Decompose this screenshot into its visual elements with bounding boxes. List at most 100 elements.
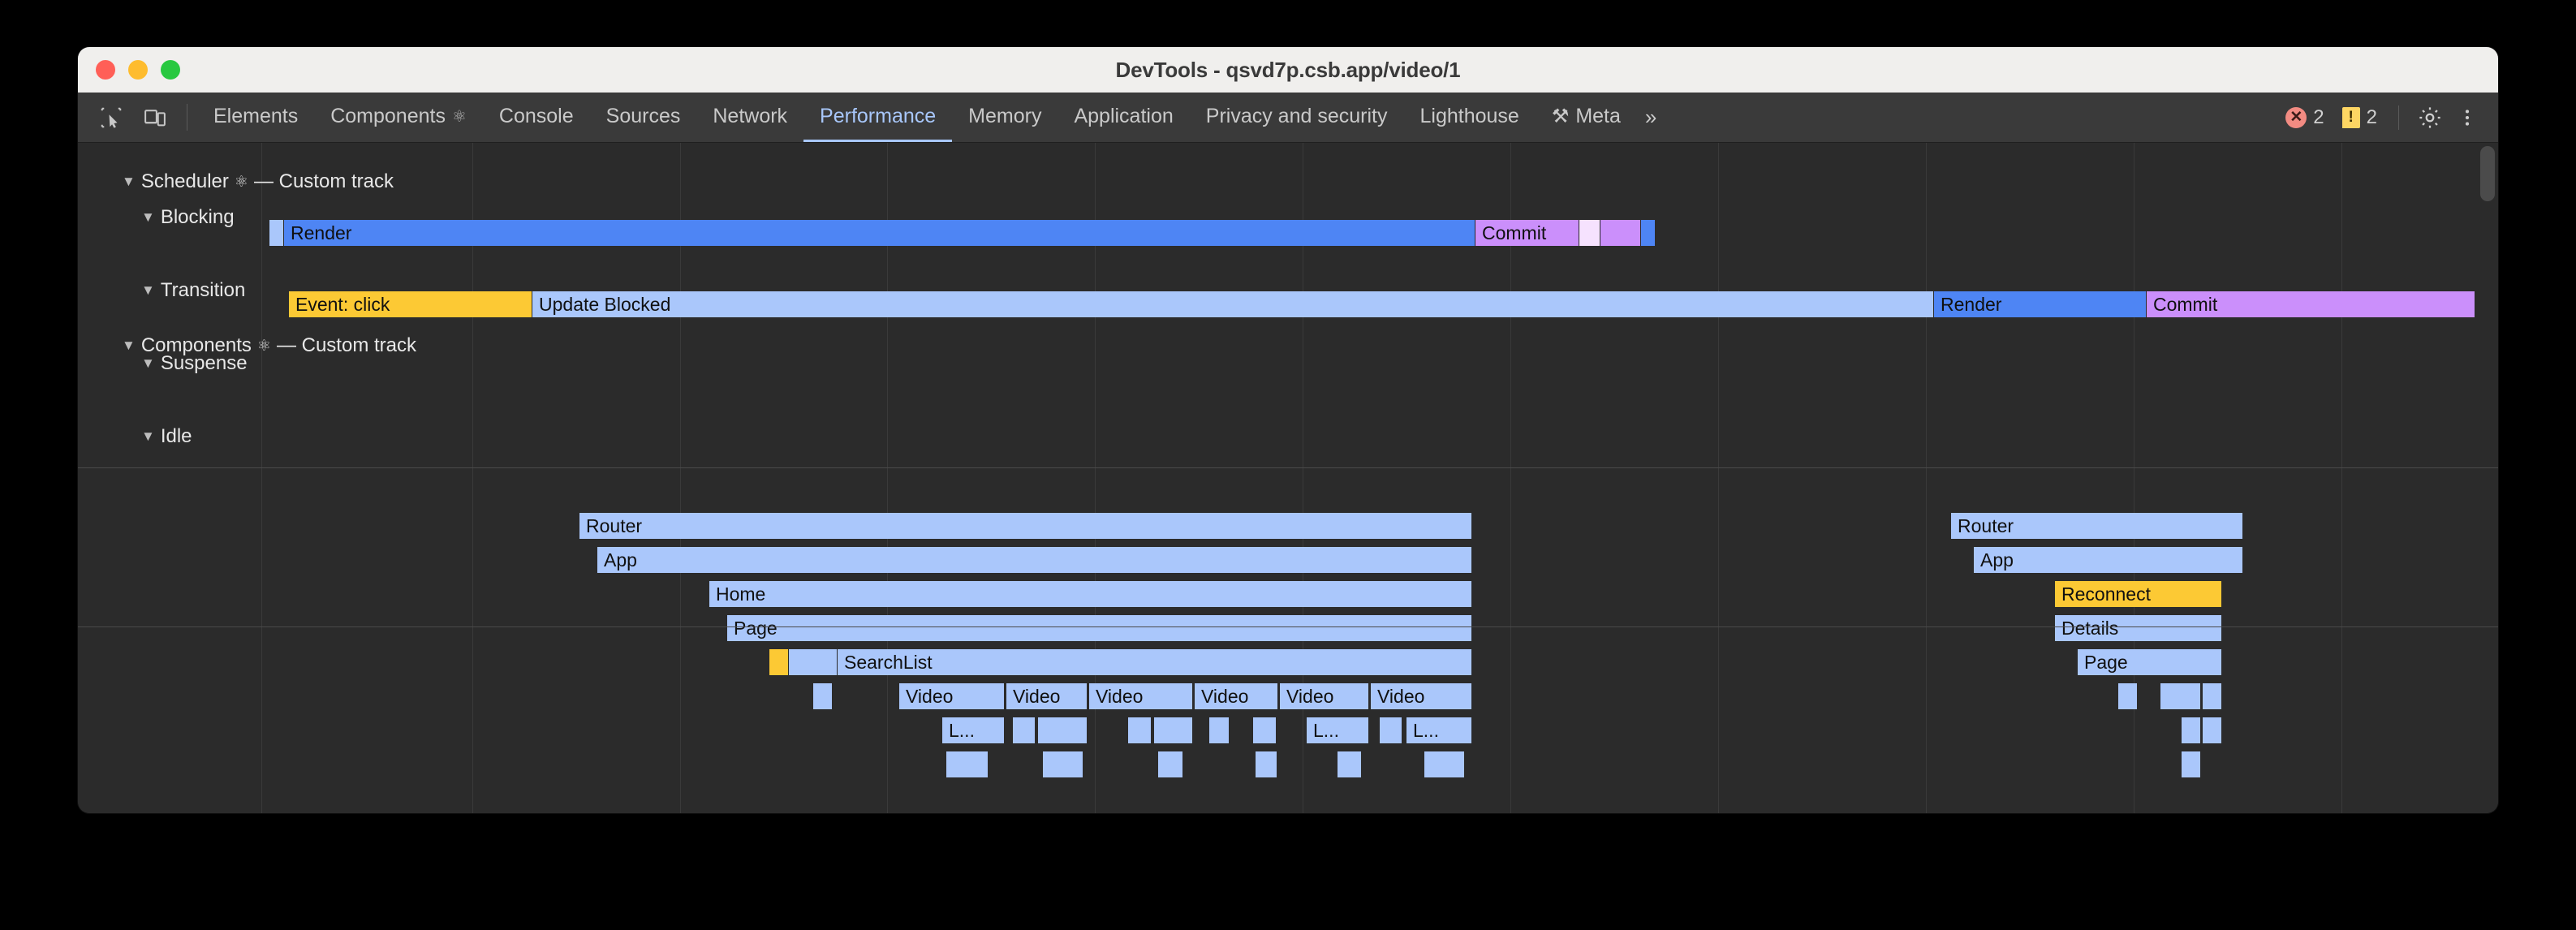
maximize-window-button[interactable] xyxy=(161,60,180,80)
flame-bar-event-click[interactable]: Event: click xyxy=(289,291,532,317)
flame-bar[interactable] xyxy=(2182,717,2201,743)
flame-bar-label: Reconnect xyxy=(2061,583,2151,605)
flame-bar-label: App xyxy=(1980,549,2014,570)
chevron-down-icon: ▼ xyxy=(141,282,155,298)
tab-console[interactable]: Console xyxy=(483,93,590,142)
tab-lighthouse[interactable]: Lighthouse xyxy=(1403,93,1535,142)
chevron-down-icon: ▼ xyxy=(122,338,136,353)
flame-bar[interactable] xyxy=(2203,683,2222,709)
traffic-lights xyxy=(96,60,180,80)
flame-bar-label: Video xyxy=(1096,685,1144,707)
tab-sources[interactable]: Sources xyxy=(590,93,697,142)
error-badge[interactable]: ✕ 2 xyxy=(2279,106,2330,129)
lane-label-suspense[interactable]: ▼ Suspense xyxy=(141,352,248,375)
flame-bar[interactable] xyxy=(769,649,789,675)
flame-bar[interactable] xyxy=(1043,751,1083,777)
vertical-scrollbar[interactable] xyxy=(2480,146,2495,201)
minimize-window-button[interactable] xyxy=(128,60,148,80)
tab-meta[interactable]: ⚒ Meta xyxy=(1536,93,1637,142)
flame-bar[interactable] xyxy=(1380,717,1402,743)
flame-bar[interactable] xyxy=(1013,717,1036,743)
flame-bar[interactable] xyxy=(1128,717,1152,743)
tab-components[interactable]: Components ⚛ xyxy=(314,93,483,142)
tab-performance[interactable]: Performance xyxy=(803,93,953,142)
flame-bar[interactable] xyxy=(2182,751,2201,777)
more-options-kebab-icon[interactable] xyxy=(2451,101,2483,134)
track-header-components[interactable]: ▼ Components ⚛ — Custom track xyxy=(122,334,416,357)
flame-bar-reconnect[interactable]: Reconnect xyxy=(2055,581,2222,607)
flame-bar[interactable] xyxy=(1253,717,1277,743)
lane-label-idle[interactable]: ▼ Idle xyxy=(141,425,192,448)
tab-network[interactable]: Network xyxy=(696,93,803,142)
flame-bar-video[interactable]: Video xyxy=(1280,683,1369,709)
flame-bar-update-blocked[interactable]: Update Blocked xyxy=(532,291,1934,317)
toolbar-right-group: ✕ 2 ! 2 xyxy=(2279,93,2498,142)
flame-bar-searchlist[interactable]: SearchList xyxy=(838,649,1472,675)
flame-bar[interactable] xyxy=(1154,717,1193,743)
error-icon: ✕ xyxy=(2285,106,2307,128)
flame-bar-page[interactable]: Page xyxy=(727,615,1472,641)
flame-bar-video[interactable]: Video xyxy=(1195,683,1278,709)
flame-bar-app[interactable]: App xyxy=(1974,547,2243,573)
flame-bar[interactable] xyxy=(789,649,838,675)
more-tabs-button[interactable]: » xyxy=(1644,105,1657,129)
flame-bar-label: L... xyxy=(949,719,975,741)
toolbar-divider xyxy=(2398,105,2399,130)
flame-bar[interactable] xyxy=(1338,751,1362,777)
flame-bar-label: Commit xyxy=(1482,222,1547,243)
chevron-down-icon: ▼ xyxy=(141,209,155,225)
flame-bar-label: Video xyxy=(1286,685,1334,707)
lane-title: Transition xyxy=(160,279,246,301)
flame-bar-render[interactable]: Render xyxy=(1934,291,2147,317)
tab-elements[interactable]: Elements xyxy=(197,93,314,142)
warning-badge[interactable]: ! 2 xyxy=(2336,106,2384,129)
flame-bar-details[interactable]: Details xyxy=(2055,615,2222,641)
flame-bar[interactable] xyxy=(2160,683,2201,709)
performance-flamechart-panel[interactable]: ▼ Scheduler ⚛ — Custom track ▼ Blocking … xyxy=(78,143,2498,813)
flame-bar-l[interactable]: L... xyxy=(942,717,1005,743)
flame-bar-app[interactable]: App xyxy=(597,547,1472,573)
tab-memory[interactable]: Memory xyxy=(952,93,1058,142)
flame-bar[interactable] xyxy=(1256,751,1277,777)
flame-bar-commit[interactable]: Commit xyxy=(2147,291,2475,317)
flame-bar-commit[interactable]: Commit xyxy=(1475,220,1579,246)
flame-bar-page[interactable]: Page xyxy=(2078,649,2222,675)
track-divider-bottom xyxy=(78,626,2498,627)
tab-application[interactable]: Application xyxy=(1058,93,1189,142)
flame-bar-video[interactable]: Video xyxy=(899,683,1005,709)
devtools-toolbar: Elements Components ⚛ Console Sources Ne… xyxy=(78,93,2498,143)
flame-bar[interactable] xyxy=(1209,717,1230,743)
flame-bar-router[interactable]: Router xyxy=(1951,513,2243,539)
flame-bar[interactable] xyxy=(1641,220,1656,246)
device-toolbar-icon[interactable] xyxy=(133,93,177,142)
flame-bar[interactable] xyxy=(1158,751,1183,777)
close-window-button[interactable] xyxy=(96,60,115,80)
flame-bar-video[interactable]: Video xyxy=(1006,683,1088,709)
lane-label-transition[interactable]: ▼ Transition xyxy=(141,279,245,302)
lane-label-blocking[interactable]: ▼ Blocking xyxy=(141,206,235,229)
flame-bar[interactable] xyxy=(946,751,989,777)
flame-bar[interactable] xyxy=(2118,683,2138,709)
tab-privacy-and-security[interactable]: Privacy and security xyxy=(1190,93,1404,142)
flame-bar[interactable] xyxy=(813,683,833,709)
inspect-element-icon[interactable] xyxy=(89,93,133,142)
flame-bar-l[interactable]: L... xyxy=(1307,717,1369,743)
flame-bar[interactable] xyxy=(2203,717,2222,743)
flame-bar-router[interactable]: Router xyxy=(579,513,1472,539)
flame-bar-l[interactable]: L... xyxy=(1406,717,1472,743)
flame-bar-video[interactable]: Video xyxy=(1089,683,1193,709)
devtools-window: DevTools - qsvd7p.csb.app/video/1 Elemen… xyxy=(78,47,2498,813)
react-atom-icon: ⚛ xyxy=(451,107,467,126)
flame-bar[interactable] xyxy=(1600,220,1641,246)
flame-bar-video[interactable]: Video xyxy=(1371,683,1472,709)
flame-bar-render[interactable]: Render xyxy=(284,220,1475,246)
flame-bar[interactable] xyxy=(1038,717,1088,743)
flame-bar-home[interactable]: Home xyxy=(709,581,1472,607)
gear-icon[interactable] xyxy=(2414,101,2446,134)
chevron-down-icon: ▼ xyxy=(122,174,136,189)
track-header-scheduler[interactable]: ▼ Scheduler ⚛ — Custom track xyxy=(122,170,394,193)
flame-bar[interactable] xyxy=(1579,220,1600,246)
flame-bar[interactable] xyxy=(269,220,284,246)
tab-label: Lighthouse xyxy=(1419,104,1519,127)
flame-bar[interactable] xyxy=(1424,751,1465,777)
